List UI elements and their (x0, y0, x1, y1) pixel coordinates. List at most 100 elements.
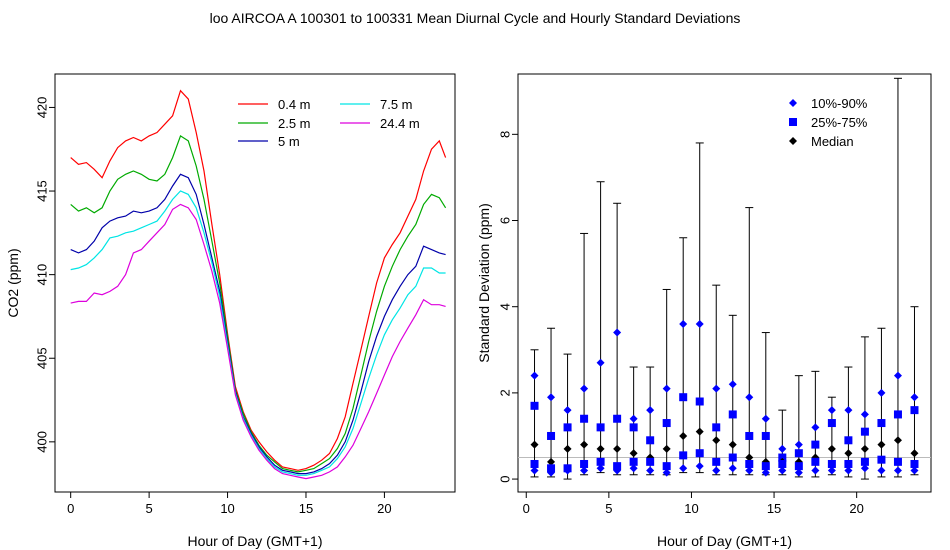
legend-marker (789, 137, 797, 145)
point-median (596, 444, 605, 453)
x-tick-label: 0 (523, 501, 530, 516)
legend-label: Median (811, 134, 854, 149)
point-p75 (728, 410, 737, 419)
point-p75 (530, 401, 539, 410)
point-p10 (811, 466, 820, 475)
point-p10 (761, 468, 770, 477)
point-p25 (613, 462, 622, 471)
point-p25 (712, 457, 721, 466)
point-p25 (695, 449, 704, 458)
y-tick-label: 2 (497, 389, 512, 396)
point-p75 (778, 453, 787, 462)
point-p90 (712, 384, 721, 393)
point-p75 (827, 419, 836, 428)
point-p10 (745, 466, 754, 475)
x-tick-label: 10 (220, 501, 234, 516)
point-median (580, 440, 589, 449)
y-tick-label: 4 (497, 303, 512, 310)
point-median (860, 444, 869, 453)
point-p10 (778, 466, 787, 475)
x-tick-label: 20 (849, 501, 863, 516)
point-p25 (530, 459, 539, 468)
point-median (893, 436, 902, 445)
point-p75 (646, 436, 655, 445)
point-p75 (761, 431, 770, 440)
y-axis-label: CO2 (ppm) (5, 248, 21, 317)
point-p75 (662, 419, 671, 428)
point-p25 (811, 457, 820, 466)
point-p25 (745, 459, 754, 468)
point-p90 (629, 414, 638, 423)
point-median (745, 453, 754, 462)
point-p25 (679, 451, 688, 460)
point-p90 (761, 414, 770, 423)
legend-label: 10%-90% (811, 96, 868, 111)
point-p90 (877, 388, 886, 397)
point-median (827, 444, 836, 453)
point-p90 (794, 440, 803, 449)
point-p10 (596, 464, 605, 473)
point-p90 (745, 393, 754, 402)
y-tick-label: 0 (497, 475, 512, 482)
series-line-5-m (70, 173, 446, 475)
point-p75 (596, 423, 605, 432)
point-p25 (860, 457, 869, 466)
point-p90 (827, 406, 836, 415)
point-p25 (761, 462, 770, 471)
point-p25 (646, 457, 655, 466)
point-p90 (860, 410, 869, 419)
point-p75 (893, 410, 902, 419)
point-p75 (712, 423, 721, 432)
point-p25 (662, 462, 671, 471)
point-p90 (728, 380, 737, 389)
page-title: loo AIRCOA A 100301 to 100331 Mean Diurn… (209, 10, 741, 26)
point-p10 (695, 462, 704, 471)
legend-label: 5 m (278, 134, 300, 149)
point-p75 (745, 431, 754, 440)
x-axis-label: Hour of Day (GMT+1) (657, 533, 792, 549)
point-median (877, 440, 886, 449)
point-p10 (877, 466, 886, 475)
plot-frame (517, 73, 932, 493)
point-median (679, 431, 688, 440)
point-p10 (580, 466, 589, 475)
y-tick-label: 405 (34, 347, 49, 369)
y-axis-label: Standard Deviation (ppm) (476, 203, 492, 363)
point-p90 (613, 328, 622, 337)
legend-marker (789, 99, 797, 107)
point-median (547, 457, 556, 466)
point-p10 (827, 466, 836, 475)
point-median (712, 436, 721, 445)
point-median (530, 440, 539, 449)
point-p10 (893, 466, 902, 475)
x-tick-label: 0 (67, 501, 74, 516)
point-p90 (662, 384, 671, 393)
x-axis-label: Hour of Day (GMT+1) (188, 533, 323, 549)
point-p90 (910, 393, 919, 402)
point-p10 (530, 466, 539, 475)
point-p10 (679, 464, 688, 473)
point-p90 (646, 406, 655, 415)
x-tick-label: 5 (605, 501, 612, 516)
legend-marker (789, 118, 797, 126)
point-p90 (844, 406, 853, 415)
legend-label: 7.5 m (380, 97, 413, 112)
point-p10 (563, 466, 572, 475)
series-line-24-4-m (70, 203, 446, 480)
point-p25 (728, 453, 737, 462)
x-tick-label: 20 (377, 501, 391, 516)
point-p25 (844, 459, 853, 468)
y-tick-label: 400 (34, 431, 49, 453)
point-p25 (778, 459, 787, 468)
point-median (662, 444, 671, 453)
point-p90 (695, 319, 704, 328)
x-tick-label: 15 (767, 501, 781, 516)
point-p25 (580, 459, 589, 468)
point-p75 (695, 397, 704, 406)
point-p25 (893, 457, 902, 466)
point-p25 (629, 457, 638, 466)
point-p10 (646, 466, 655, 475)
std-dev-chart: 0 5 10 15 20 0 2 4 6 8 Hour of Day (GMT+1) Standard… (476, 73, 932, 549)
point-p75 (629, 423, 638, 432)
point-p75 (613, 414, 622, 423)
